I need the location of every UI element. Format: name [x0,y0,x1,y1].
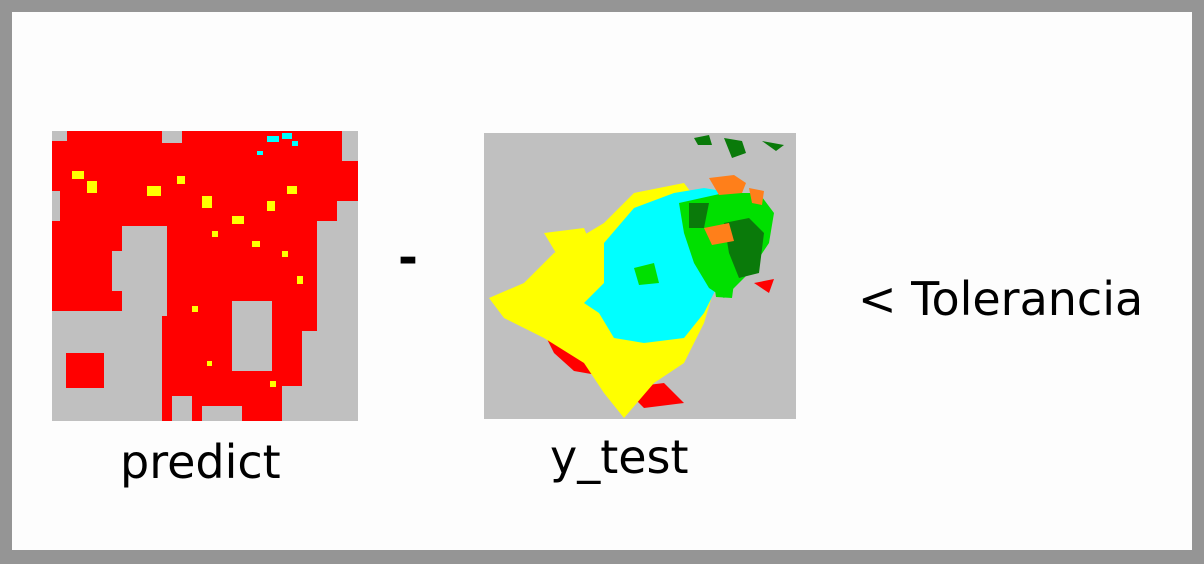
predict-map-image [52,131,358,421]
minus-operator: - [398,230,418,286]
tolerance-label: < Tolerancia [858,272,1144,326]
predict-label: predict [120,435,281,489]
diagram-canvas: predict - [12,12,1192,550]
y-test-label: y_test [550,430,689,484]
y-test-map-image [484,133,796,419]
